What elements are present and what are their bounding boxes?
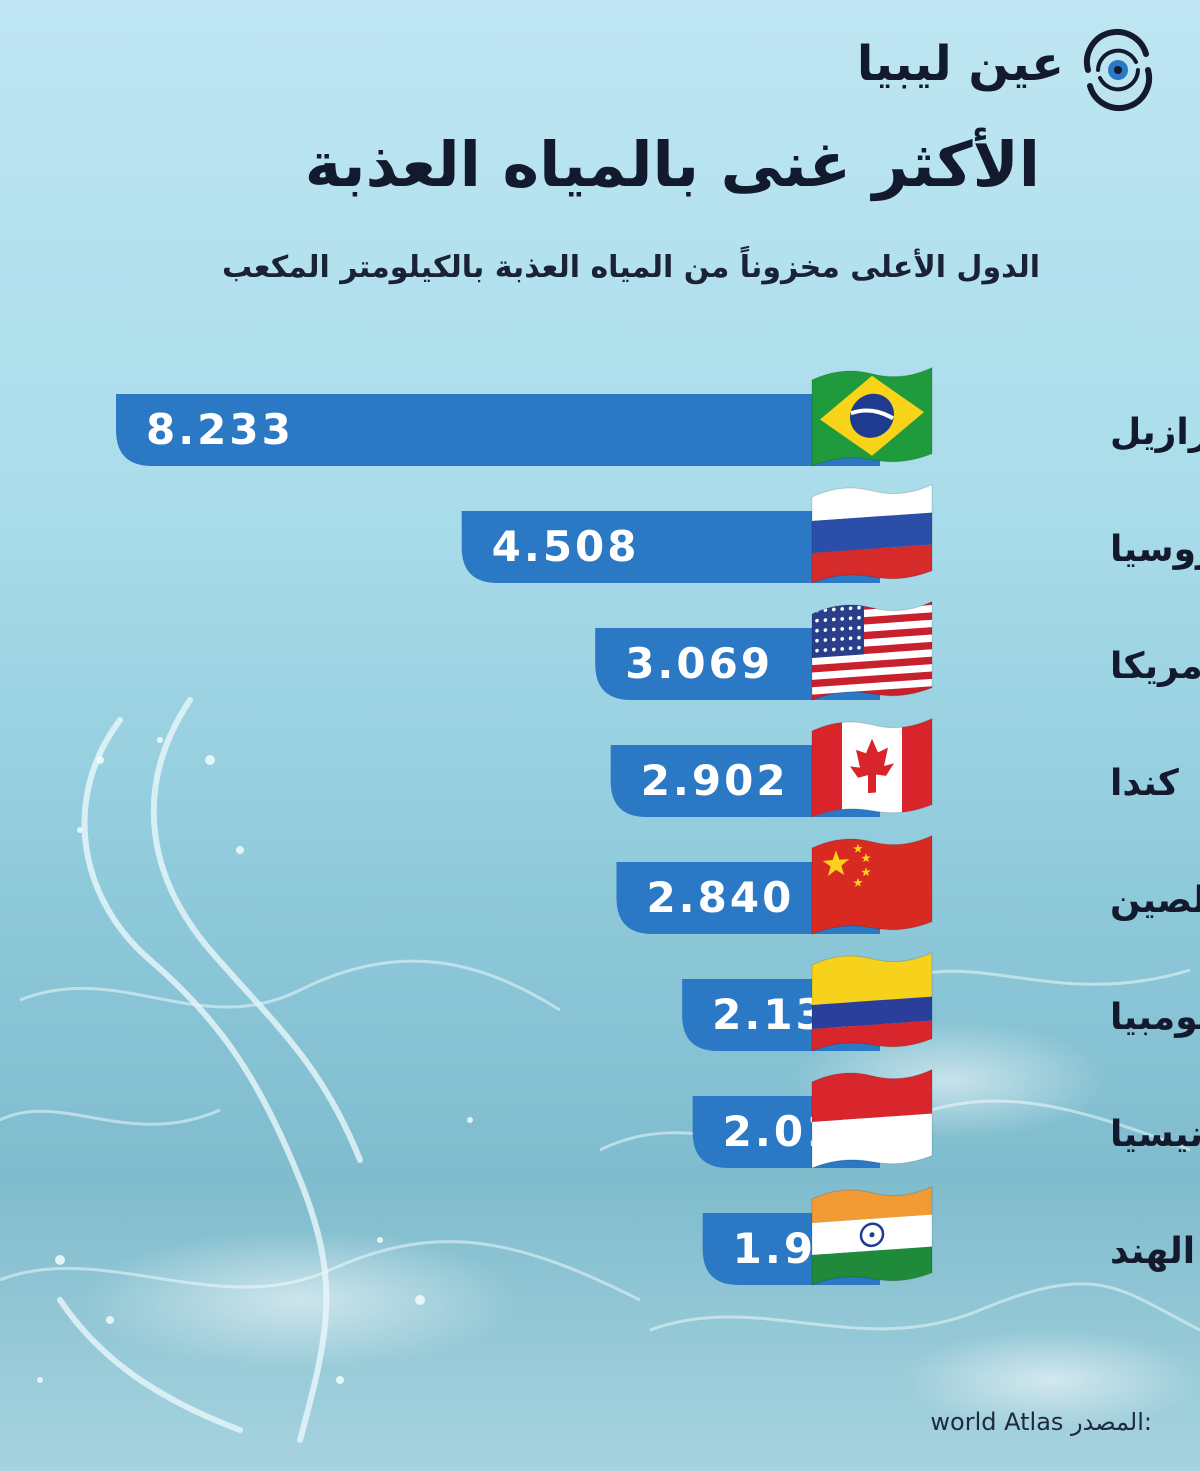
- bar-1: [461, 511, 880, 583]
- colombia-flag: [811, 950, 933, 1053]
- brazil-flag: [811, 365, 933, 468]
- bar-2: [595, 628, 880, 700]
- brand-logo: عين ليبيا: [857, 28, 1160, 112]
- bar-value-label: 2.840: [646, 873, 794, 922]
- india-flag: [811, 1184, 933, 1287]
- bar-chart: 8.233 البرازيل 4.508 روسيا 3.069 أمريكا 2.902 ك…: [116, 365, 1200, 1287]
- russia-flag: [811, 482, 933, 585]
- page-subtitle: الدول الأعلى مخزوناً من المياه العذبة با…: [222, 250, 1040, 285]
- source-note: world Atlas المصدر:: [930, 1408, 1152, 1436]
- country-label: الصين: [1110, 880, 1200, 921]
- eye-swirl-icon: [1083, 28, 1153, 112]
- source-value: world Atlas: [930, 1408, 1064, 1436]
- bar-value-label: 8.233: [146, 405, 294, 454]
- indonesia-flag: [811, 1067, 933, 1170]
- bar-value-label: 4.508: [492, 522, 640, 571]
- source-label: المصدر:: [1071, 1408, 1152, 1436]
- page-title: الأكثر غنى بالمياه العذبة: [304, 128, 1040, 201]
- country-label: الهند: [1110, 1231, 1195, 1272]
- country-label: البرازيل: [1110, 412, 1200, 453]
- country-label: كندا: [1110, 763, 1179, 804]
- china-flag: [811, 833, 933, 936]
- logo-text: عين ليبيا: [856, 36, 1064, 92]
- bar-value-label: 3.069: [625, 639, 773, 688]
- canada-flag: [811, 716, 933, 819]
- country-label: إندونيسيا: [1110, 1114, 1200, 1155]
- usa-flag: [811, 599, 933, 702]
- country-label: أمريكا: [1110, 642, 1200, 687]
- bar-0: [116, 394, 880, 466]
- country-label: كولومبيا: [1110, 997, 1200, 1038]
- bar-value-label: 2.902: [641, 756, 789, 805]
- country-label: روسيا: [1110, 529, 1200, 570]
